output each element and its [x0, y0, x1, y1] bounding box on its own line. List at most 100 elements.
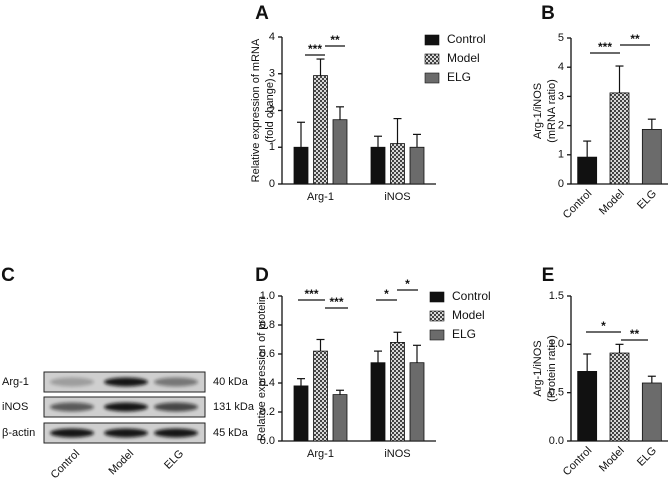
legend-label: Control	[452, 289, 491, 303]
x-tick-label: Model	[597, 188, 627, 218]
blot-band	[154, 428, 198, 438]
y-tick-label: 1	[558, 149, 564, 161]
lane-label: Control	[49, 448, 83, 479]
x-tick-label: Control	[561, 188, 595, 222]
bar	[390, 143, 405, 185]
y-tick-label: 0	[558, 178, 564, 190]
y-tick-label: 0.6	[260, 348, 275, 360]
y-tick-label: 0.8	[260, 319, 275, 331]
bar	[641, 382, 662, 442]
bar	[409, 362, 425, 442]
legend-label: Model	[452, 308, 485, 322]
lane-label: ELG	[162, 448, 186, 472]
y-axis-label: (fold change)	[264, 78, 276, 142]
significance-label: *	[405, 277, 410, 291]
significance-label: ***	[598, 40, 612, 54]
significance-label: ***	[304, 287, 318, 301]
panel-label: D	[255, 265, 269, 286]
bar	[577, 370, 598, 442]
bar	[390, 341, 405, 442]
significance-label: **	[630, 32, 640, 46]
legend-swatch	[424, 34, 440, 46]
band-size: 131 kDa	[213, 401, 255, 413]
y-axis-label: Arg-1/iNOS	[532, 83, 544, 139]
y-tick-label: 0.0	[549, 435, 564, 447]
y-tick-label: 1.0	[549, 338, 564, 350]
y-tick-label: 4	[558, 61, 564, 73]
bar	[293, 385, 309, 442]
panel-label: C	[1, 265, 15, 286]
y-tick-label: 0.5	[549, 387, 564, 399]
y-axis-label: (mRNA ratio)	[546, 79, 558, 143]
y-tick-label: 1	[269, 141, 275, 153]
y-axis-label: Relative expression of mRNA	[250, 38, 262, 182]
bar	[370, 146, 386, 185]
y-tick-label: 4	[269, 31, 275, 43]
significance-label: *	[384, 287, 389, 301]
blot-band	[104, 402, 148, 412]
bar	[332, 394, 348, 442]
legend-swatch	[424, 72, 440, 84]
y-tick-label: 1.0	[260, 290, 275, 302]
y-axis-label: (Protein ratio)	[546, 335, 558, 402]
band-size: 40 kDa	[213, 376, 249, 388]
bar	[332, 119, 348, 185]
blot-band	[50, 402, 94, 412]
x-tick-label: ELG	[635, 445, 659, 469]
y-tick-label: 0.2	[260, 406, 275, 418]
y-tick-label: 0.4	[260, 377, 275, 389]
significance-label: ***	[329, 295, 343, 309]
bar	[409, 146, 425, 185]
lane-label: Model	[106, 448, 136, 478]
x-tick-label: iNOS	[384, 448, 410, 460]
band-label: iNOS	[2, 401, 28, 413]
blot-band	[50, 428, 94, 438]
bar	[609, 352, 630, 442]
legend-label: ELG	[452, 327, 476, 341]
significance-label: **	[630, 327, 640, 341]
legend-swatch	[424, 53, 440, 65]
significance-label: *	[601, 319, 606, 333]
y-tick-label: 0.0	[260, 435, 275, 447]
y-tick-label: 0	[269, 178, 275, 190]
legend-label: ELG	[447, 70, 471, 84]
blot-band	[50, 377, 94, 387]
x-tick-label: Arg-1	[307, 191, 334, 203]
significance-label: **	[330, 33, 340, 47]
bar	[293, 146, 309, 185]
bar	[313, 350, 328, 442]
legend-label: Model	[447, 51, 480, 65]
blot-band	[154, 377, 198, 387]
y-tick-label: 3	[269, 68, 275, 80]
x-tick-label: Arg-1	[307, 448, 334, 460]
bar	[641, 128, 662, 185]
significance-label: ***	[308, 42, 322, 56]
panel-label: E	[542, 265, 555, 286]
x-tick-label: Control	[561, 445, 595, 479]
y-axis-label: Arg-1/iNOS	[532, 340, 544, 396]
x-tick-label: Model	[597, 445, 627, 475]
bar	[370, 362, 386, 442]
panel-label: B	[541, 3, 555, 24]
legend-swatch	[429, 329, 445, 341]
legend-label: Control	[447, 32, 486, 46]
x-tick-label: iNOS	[384, 191, 410, 203]
bar	[609, 92, 630, 185]
blot-band	[154, 402, 198, 412]
y-tick-label: 5	[558, 32, 564, 44]
bar	[313, 75, 328, 185]
x-tick-label: ELG	[635, 188, 659, 212]
band-label: β-actin	[2, 427, 35, 439]
y-tick-label: 3	[558, 90, 564, 102]
y-tick-label: 2	[269, 104, 275, 116]
blot-band	[104, 377, 148, 387]
y-tick-label: 1.5	[549, 290, 564, 302]
band-size: 45 kDa	[213, 427, 249, 439]
legend-swatch	[429, 310, 445, 322]
blot-band	[104, 428, 148, 438]
y-tick-label: 2	[558, 120, 564, 132]
legend-swatch	[429, 291, 445, 303]
y-axis-label: Relative expression of protein	[256, 296, 268, 441]
band-label: Arg-1	[2, 376, 29, 388]
